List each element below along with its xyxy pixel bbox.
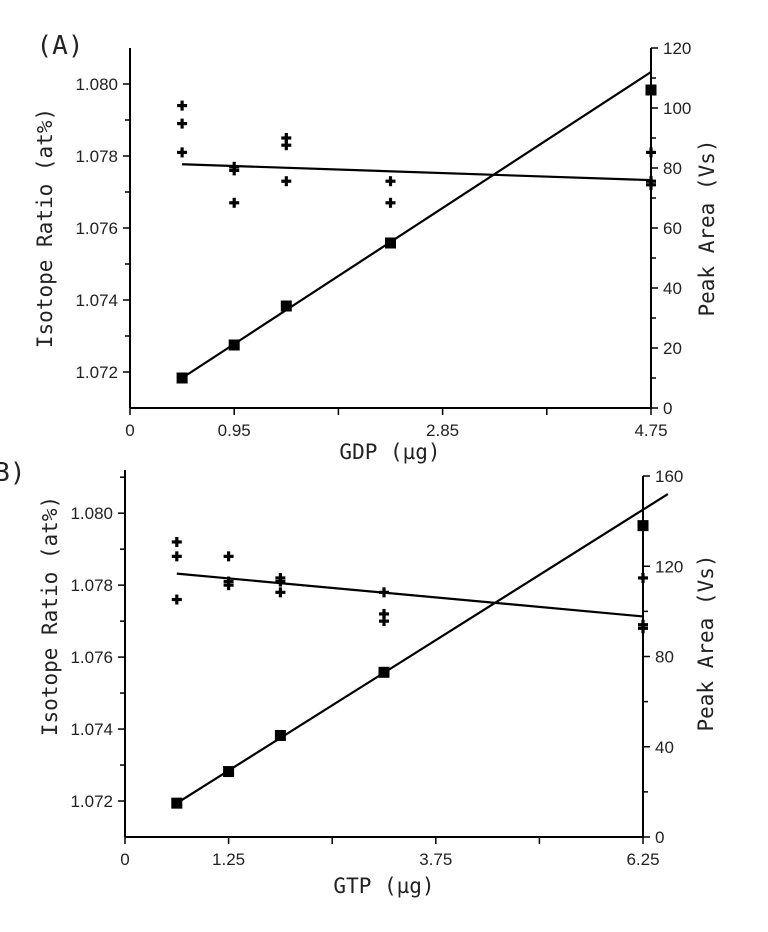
y-right-tick-label: 100 — [663, 99, 691, 118]
isotope-ratio-fit-line — [182, 163, 652, 182]
x-tick-label: 1.25 — [212, 850, 245, 869]
y-left-tick-label: 1.078 — [70, 576, 113, 595]
y-right-tick-label: 120 — [655, 557, 683, 576]
isotope-ratio-point — [229, 197, 240, 208]
peak-area-point — [228, 339, 240, 351]
peak-area-point — [171, 797, 183, 809]
panel-b-chart: 0 1.25 3.75 6.25 1.072 1.074 1.076 1.078 1.080 0 4… — [0, 458, 718, 898]
isotope-ratio-point — [223, 551, 234, 562]
y-right-tick-label: 80 — [655, 648, 674, 667]
x-tick-label: 0 — [125, 421, 134, 440]
y-right-tick-label: 0 — [655, 828, 664, 847]
peak-area-point — [223, 766, 235, 778]
peak-area-point — [378, 666, 390, 678]
y-right-tick-label: 40 — [655, 738, 674, 757]
x-tick-label: 3.75 — [419, 850, 452, 869]
y-right-tick-label: 160 — [655, 467, 683, 486]
y-left-tick-label: 1.074 — [75, 291, 118, 310]
isotope-ratio-point — [638, 623, 648, 634]
peak-area-point — [280, 300, 292, 312]
isotope-ratio-point — [275, 576, 286, 587]
isotope-ratio-point — [385, 176, 396, 187]
isotope-ratio-point — [229, 165, 240, 176]
x-axis-title: GDP (µg) — [339, 440, 440, 464]
panel-label: (B) — [0, 458, 25, 488]
peak-area-point — [637, 520, 649, 532]
y-right-tick-label: 80 — [663, 159, 682, 178]
peak-area-point — [176, 372, 188, 384]
right-y-axis-title: Peak Area (Vs) — [695, 139, 719, 316]
isotope-ratio-point — [646, 179, 656, 190]
x-tick-label: 4.75 — [634, 421, 667, 440]
y-left-tick-label: 1.074 — [70, 720, 113, 739]
y-left-tick-label: 1.072 — [70, 792, 113, 811]
y-left-tick-label: 1.080 — [70, 504, 113, 523]
peak-area-point — [645, 84, 657, 96]
isotope-ratio-point — [275, 587, 286, 598]
x-tick-label: 2.85 — [426, 421, 459, 440]
x-axis-title: GTP (µg) — [333, 874, 434, 898]
isotope-ratio-point — [379, 616, 389, 627]
y-right-tick-label: 20 — [663, 339, 682, 358]
left-y-axis-title: Isotope Ratio (at%) — [38, 496, 62, 736]
x-tick-label: 6.25 — [626, 850, 659, 869]
isotope-ratio-point — [281, 176, 292, 187]
peak-area-point — [274, 729, 286, 741]
x-tick-label: 0.95 — [218, 421, 251, 440]
panel-label: (A) — [37, 31, 84, 61]
y-left-tick-label: 1.078 — [75, 147, 118, 166]
y-left-tick-label: 1.076 — [70, 648, 113, 667]
isotope-ratio-fit-line — [176, 572, 644, 618]
isotope-ratio-point — [177, 100, 188, 111]
y-left-tick-label: 1.076 — [75, 219, 118, 238]
isotope-ratio-point — [171, 594, 182, 605]
x-tick-label: 0 — [120, 850, 129, 869]
right-y-axis-title: Peak Area (Vs) — [694, 554, 718, 731]
y-left-tick-label: 1.072 — [75, 363, 118, 382]
peak-area-fit-line — [176, 493, 669, 805]
isotope-ratio-point — [281, 140, 292, 151]
isotope-ratio-point — [646, 147, 656, 158]
isotope-ratio-point — [223, 580, 234, 591]
y-right-tick-label: 0 — [663, 399, 672, 418]
isotope-ratio-point — [385, 197, 396, 208]
isotope-ratio-point — [177, 147, 188, 158]
panel-a-chart: 0 0.95 2.85 4.75 1.072 1.074 1.076 1.078 1.080 0 2… — [33, 31, 719, 464]
y-right-tick-label: 40 — [663, 279, 682, 298]
y-right-tick-label: 60 — [663, 219, 682, 238]
isotope-ratio-point — [177, 118, 188, 129]
isotope-ratio-point — [171, 536, 182, 547]
y-left-tick-label: 1.080 — [75, 75, 118, 94]
y-right-tick-label: 120 — [663, 39, 691, 58]
isotope-ratio-point — [379, 587, 389, 598]
left-y-axis-title: Isotope Ratio (at%) — [33, 108, 57, 348]
isotope-ratio-point — [171, 551, 182, 562]
peak-area-fit-line — [181, 71, 652, 379]
peak-area-point — [385, 237, 396, 249]
isotope-ratio-point — [638, 572, 648, 583]
